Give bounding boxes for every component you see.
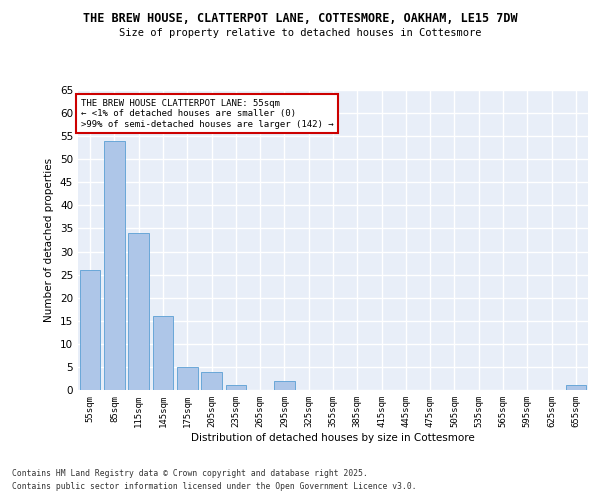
Text: Contains HM Land Registry data © Crown copyright and database right 2025.: Contains HM Land Registry data © Crown c… bbox=[12, 468, 368, 477]
Bar bbox=[566, 386, 586, 390]
Text: THE BREW HOUSE, CLATTERPOT LANE, COTTESMORE, OAKHAM, LE15 7DW: THE BREW HOUSE, CLATTERPOT LANE, COTTESM… bbox=[83, 12, 517, 26]
Text: Size of property relative to detached houses in Cottesmore: Size of property relative to detached ho… bbox=[119, 28, 481, 38]
Bar bbox=[226, 386, 246, 390]
Bar bbox=[274, 381, 295, 390]
Bar bbox=[152, 316, 173, 390]
Text: THE BREW HOUSE CLATTERPOT LANE: 55sqm
← <1% of detached houses are smaller (0)
>: THE BREW HOUSE CLATTERPOT LANE: 55sqm ← … bbox=[80, 99, 333, 129]
Y-axis label: Number of detached properties: Number of detached properties bbox=[44, 158, 55, 322]
X-axis label: Distribution of detached houses by size in Cottesmore: Distribution of detached houses by size … bbox=[191, 432, 475, 442]
Bar bbox=[177, 367, 197, 390]
Bar bbox=[201, 372, 222, 390]
Bar bbox=[104, 141, 125, 390]
Bar bbox=[128, 233, 149, 390]
Text: Contains public sector information licensed under the Open Government Licence v3: Contains public sector information licen… bbox=[12, 482, 416, 491]
Bar bbox=[80, 270, 100, 390]
